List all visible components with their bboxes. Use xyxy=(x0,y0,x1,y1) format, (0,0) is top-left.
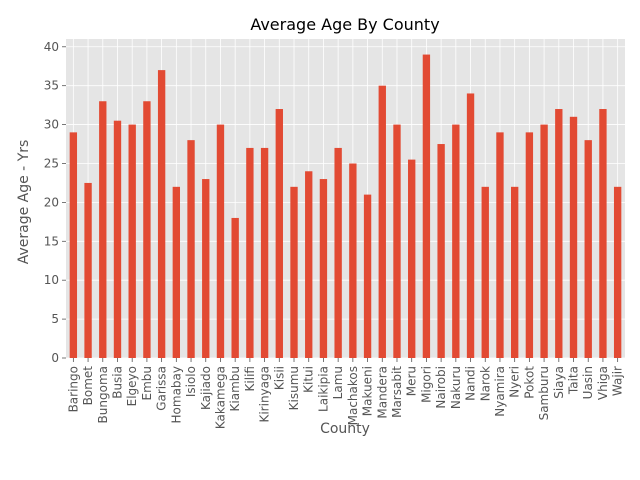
bar-wajir xyxy=(613,186,622,358)
x-tick-label: Kirinyaga xyxy=(258,366,272,423)
x-tick-label: Mandera xyxy=(375,366,389,419)
y-axis-ticks: 0 5 10 15 20 25 30 35 40 xyxy=(44,40,66,365)
y-tick-label: 5 xyxy=(51,312,59,326)
bar-baringo xyxy=(69,132,78,358)
x-tick-label: Baringo xyxy=(66,366,80,412)
y-tick-label: 30 xyxy=(44,118,59,132)
x-tick-label: Kitui xyxy=(302,366,316,393)
x-tick-label: Busia xyxy=(110,366,124,399)
bar-narok xyxy=(481,186,489,358)
x-tick-label: Bungoma xyxy=(96,366,110,423)
x-tick-label: Homabay xyxy=(169,366,183,423)
bar-nairobi xyxy=(437,144,445,358)
bar-uasin xyxy=(584,140,592,358)
bar-marsabit xyxy=(393,124,401,359)
bar-kisumu xyxy=(290,186,298,358)
bar-machakos xyxy=(349,163,357,358)
x-tick-label: Vhiga xyxy=(596,366,610,400)
bar-mandera xyxy=(378,85,386,359)
x-tick-label: Garissa xyxy=(155,366,169,411)
x-tick-label: Makueni xyxy=(361,366,375,416)
y-axis-title: Average Age - Yrs xyxy=(16,140,32,265)
x-tick-label: Elgeyo xyxy=(125,366,139,406)
bar-kisii xyxy=(275,109,283,359)
x-tick-label: Siaya xyxy=(552,366,566,399)
bar-pokot xyxy=(525,132,534,358)
bar-kajiado xyxy=(202,179,210,358)
x-tick-label: Kilifi xyxy=(243,366,257,391)
x-tick-label: Embu xyxy=(140,366,154,401)
x-tick-label: Nyeri xyxy=(508,366,522,398)
x-tick-label: Kakamega xyxy=(213,366,227,429)
y-tick-label: 20 xyxy=(44,195,59,209)
x-tick-label: Kajiado xyxy=(199,366,213,410)
bar-lamu xyxy=(334,147,342,358)
x-tick-label: Nyamira xyxy=(493,366,507,417)
x-tick-label: Kisumu xyxy=(287,366,301,410)
bar-kakamega xyxy=(216,124,225,359)
x-tick-label: Kiambu xyxy=(228,366,242,411)
bar-busia xyxy=(113,120,122,358)
bar-kiambu xyxy=(231,217,239,358)
bar-vhiga xyxy=(599,109,607,359)
bar-garissa xyxy=(157,70,166,358)
x-tick-label: Meru xyxy=(405,366,419,396)
bar-elgeyo xyxy=(128,124,136,359)
y-tick-label: 35 xyxy=(44,79,59,93)
x-tick-label: Nandi xyxy=(464,366,478,401)
x-tick-label: Kisii xyxy=(272,366,286,390)
x-tick-label: Marsabit xyxy=(390,366,404,418)
y-tick-label: 0 xyxy=(51,351,59,365)
x-tick-label: Uasin xyxy=(581,366,595,399)
x-axis-ticks: Baringo Bomet Bungoma Busia Elgeyo Embu Gariss… xyxy=(66,358,625,429)
bar-nakuru xyxy=(452,124,460,359)
x-tick-label: Nakuru xyxy=(449,366,463,409)
x-tick-label: Migori xyxy=(419,366,433,403)
bar-homabay xyxy=(172,186,181,358)
x-tick-label: Nairobi xyxy=(434,366,448,409)
bar-samburu xyxy=(540,124,548,359)
bar-laikipia xyxy=(319,179,328,358)
x-tick-label: Taita xyxy=(567,366,581,395)
bar-meru xyxy=(408,159,416,358)
y-tick-label: 10 xyxy=(44,273,59,287)
y-tick-label: 40 xyxy=(44,40,59,54)
x-tick-label: Isiolo xyxy=(184,366,198,397)
x-tick-label: Samburu xyxy=(537,366,551,420)
bars xyxy=(69,54,622,359)
x-tick-label: Narok xyxy=(478,366,492,401)
bar-nyamira xyxy=(496,132,504,358)
bar-nandi xyxy=(466,93,475,359)
x-axis-title: County xyxy=(320,421,370,437)
x-tick-label: Bomet xyxy=(81,366,95,406)
x-tick-label: Wajir xyxy=(611,366,625,396)
bar-nyeri xyxy=(510,186,519,358)
bar-taita xyxy=(569,116,578,359)
bar-kilifi xyxy=(246,147,254,358)
bar-isiolo xyxy=(187,140,195,358)
bar-kirinyaga xyxy=(260,147,269,358)
bar-embu xyxy=(143,101,151,359)
bar-migori xyxy=(422,54,431,358)
bar-kitui xyxy=(305,171,313,358)
x-tick-label: Laikipia xyxy=(316,366,330,412)
bar-makueni xyxy=(363,194,372,358)
bar-bomet xyxy=(84,182,92,358)
bar-siaya xyxy=(555,109,563,359)
y-tick-label: 15 xyxy=(44,234,59,248)
bar-bungoma xyxy=(99,101,107,359)
x-tick-label: Pokot xyxy=(522,366,536,399)
x-tick-label: Machakos xyxy=(346,366,360,425)
x-tick-label: Lamu xyxy=(331,366,345,399)
chart-title: Average Age By County xyxy=(250,15,439,34)
y-tick-label: 25 xyxy=(44,156,59,170)
